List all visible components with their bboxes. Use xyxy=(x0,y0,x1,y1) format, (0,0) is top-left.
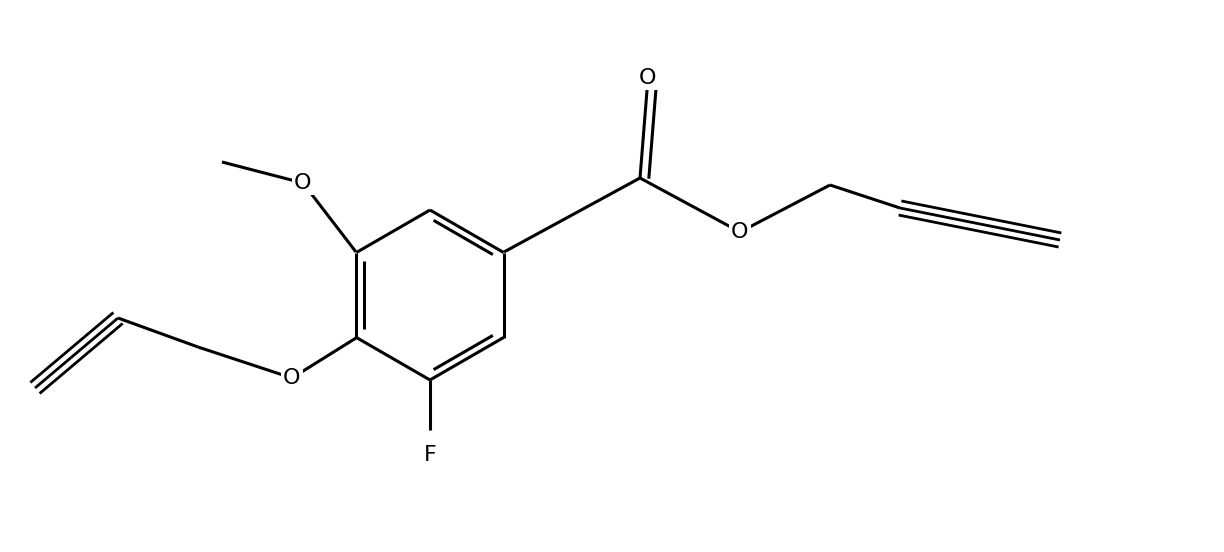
Text: O: O xyxy=(294,173,312,193)
Text: O: O xyxy=(731,222,749,242)
Text: F: F xyxy=(424,445,437,465)
Text: O: O xyxy=(283,368,301,388)
Text: O: O xyxy=(639,68,657,88)
